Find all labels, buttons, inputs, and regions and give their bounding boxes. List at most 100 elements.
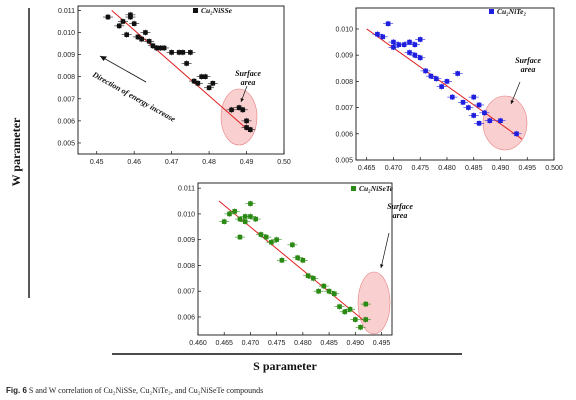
data-point (511, 130, 522, 137)
data-point (372, 31, 383, 38)
data-point (185, 49, 196, 56)
data-point (468, 112, 479, 119)
data-point (355, 324, 366, 331)
legend-label: Cu₂NiSeTe (359, 184, 394, 193)
data-marker (316, 288, 321, 294)
data-marker (476, 121, 482, 126)
chart-panel-1: 0.45 0.46 0.47 0.48 0.49 0.50 0.005 0.006 0.007 0… (57, 5, 291, 166)
chart-panel-3: 0.460 0.465 0.470 0.475 0.480 0.485 0.490 0.495… (177, 182, 413, 347)
data-marker (203, 74, 208, 79)
data-marker (221, 219, 227, 224)
data-point (415, 36, 426, 43)
data-point (313, 288, 324, 295)
data-point (420, 67, 431, 74)
data-point (207, 80, 218, 87)
x-tick-label: 0.47 (165, 159, 179, 166)
data-point (245, 200, 256, 207)
data-marker (195, 81, 201, 86)
surface-pointer-line (380, 232, 390, 269)
data-marker (236, 105, 242, 110)
data-marker (391, 39, 396, 45)
surface-label: Surface (515, 56, 541, 65)
data-point (192, 80, 203, 87)
data-marker (180, 50, 186, 55)
data-marker (471, 113, 477, 118)
data-marker (417, 55, 423, 61)
data-point (261, 234, 272, 241)
x-tick-label: 0.470 (242, 340, 260, 347)
data-marker (332, 291, 337, 297)
data-marker (412, 52, 418, 58)
x-tick-label: 0.465 (358, 165, 376, 172)
data-marker (396, 42, 402, 47)
data-marker (279, 257, 285, 263)
x-tick-label: 0.495 (518, 165, 536, 172)
x-tick-label: 0.495 (373, 340, 391, 347)
caption-text: S and W correlation of Cu₂NiSSe, Cu₂NiTe… (28, 386, 264, 395)
surface-pointer-head (380, 264, 384, 268)
data-marker (347, 306, 353, 312)
data-marker (237, 216, 243, 222)
plot-frame (77, 5, 285, 155)
data-point (425, 73, 436, 80)
data-marker (358, 324, 363, 330)
energy-arrow-line (99, 55, 147, 83)
y-tick-label: 0.010 (57, 30, 75, 37)
data-marker (391, 45, 396, 50)
data-marker (412, 42, 418, 47)
data-marker (487, 118, 493, 123)
data-marker (131, 21, 137, 26)
surface-pointer-head (240, 98, 244, 102)
data-marker (352, 317, 358, 322)
data-point (436, 83, 447, 90)
data-point (350, 316, 361, 323)
data-marker (466, 105, 471, 110)
data-marker (407, 39, 412, 45)
x-tick-label: 0.490 (347, 340, 365, 347)
area-label: area (393, 211, 408, 220)
data-point (318, 283, 329, 290)
data-point (125, 11, 136, 18)
data-point (129, 20, 140, 27)
data-point (144, 38, 155, 45)
x-tick-label: 0.500 (545, 165, 563, 172)
data-marker (342, 309, 348, 315)
data-marker (248, 214, 253, 219)
fit-line (111, 10, 251, 133)
data-marker (161, 45, 167, 51)
data-point (409, 41, 420, 48)
panels: 0.45 0.46 0.47 0.48 0.49 0.500.0050.0060.0070… (57, 5, 563, 347)
y-tick-label: 0.008 (335, 79, 353, 86)
data-marker (423, 68, 428, 74)
data-point (250, 216, 261, 223)
data-marker (206, 85, 212, 91)
data-marker (232, 209, 238, 214)
data-marker (300, 257, 306, 263)
plot-frame (355, 7, 555, 161)
data-marker (247, 127, 253, 133)
data-point (229, 208, 240, 215)
data-marker (253, 216, 258, 222)
data-point (240, 218, 251, 225)
data-marker (124, 32, 129, 38)
area-label: area (521, 65, 536, 74)
x-tick-label: 0.48 (202, 159, 216, 166)
data-marker (184, 61, 189, 66)
y-axis-title: W parameter (9, 117, 23, 186)
data-point (114, 22, 125, 29)
data-marker (363, 301, 369, 307)
data-marker (242, 219, 248, 224)
data-point (447, 94, 458, 101)
data-point (245, 126, 256, 133)
data-point (463, 104, 474, 111)
figure-caption: Fig. 6 S and W correlation of Cu₂NiSSe, … (6, 386, 263, 395)
legend-label: Cu₂NiSSe (201, 6, 233, 15)
data-point (266, 239, 277, 246)
plot-frame (197, 182, 393, 336)
y-tick-label: 0.007 (177, 289, 195, 296)
data-point (140, 29, 151, 36)
data-point (388, 39, 399, 46)
data-marker (417, 37, 423, 42)
surface-label: Surface (235, 69, 261, 78)
